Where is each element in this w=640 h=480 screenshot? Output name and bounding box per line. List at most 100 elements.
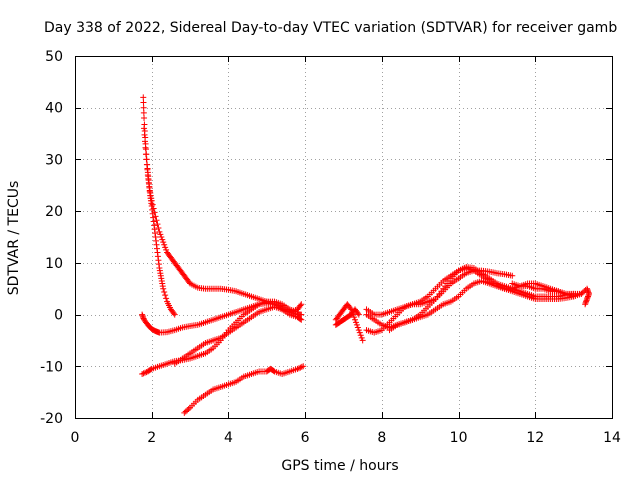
data-point [181,409,188,416]
data-point [357,332,364,339]
x-axis-label: GPS time / hours [281,458,398,474]
data-point [358,334,365,341]
data-point [154,221,161,228]
data-point [298,363,305,370]
data-point [347,305,354,312]
data-point [159,236,166,243]
data-point [149,201,156,208]
y-tick-label: 40 [45,101,63,117]
x-tick-label: 12 [526,430,544,446]
data-point [156,228,163,235]
series-track-7 [332,301,366,344]
data-point [185,405,192,412]
data-point [182,408,189,415]
data-point [140,99,147,106]
data-point [300,363,307,370]
data-point [143,156,150,163]
series-track-6 [181,363,307,416]
data-point [162,292,169,299]
data-point [152,213,159,220]
data-point [351,314,358,321]
chart-title: Day 338 of 2022, Sidereal Day-to-day VTE… [44,20,617,36]
y-tick-label: 0 [54,308,63,324]
x-tick-label: 8 [377,430,386,446]
x-tick-label: 10 [450,430,468,446]
data-point [353,321,360,328]
data-point [150,205,157,212]
data-point [162,244,169,251]
data-point [140,104,147,111]
series-track-4 [139,298,301,378]
data-point [148,197,155,204]
x-tick-label: 6 [301,430,310,446]
data-point [142,369,149,376]
data-point [157,231,164,238]
data-point [161,288,168,295]
grid [75,56,612,418]
data-point [352,319,359,326]
data-point [141,131,148,138]
y-tick-label: -20 [40,411,63,427]
y-tick-label: 50 [45,49,63,65]
data-point [354,324,361,331]
data-point [297,364,304,371]
data-point [143,161,150,168]
data-point [140,370,147,377]
data-points [139,94,592,416]
data-point [171,311,178,318]
data-point [297,302,304,309]
data-point [352,316,359,323]
data-point [355,311,362,318]
y-tick-label: 20 [45,204,63,220]
data-point [147,366,154,373]
data-point [151,209,158,216]
data-point [142,151,149,158]
data-point [294,365,301,372]
series-track-1 [140,94,178,318]
data-point [163,295,170,302]
series-track-13 [509,280,592,308]
data-point [356,329,363,336]
x-tick-label: 14 [603,430,621,446]
data-point [163,246,170,253]
data-point [582,301,589,308]
series-track-9 [363,267,516,331]
data-point [579,289,586,296]
series-track-3 [139,300,305,336]
data-point [578,290,585,297]
series-track-12 [386,277,577,334]
data-point [270,367,277,374]
data-point [295,365,302,372]
data-point [298,301,305,308]
data-point [359,337,366,344]
data-point [354,310,361,317]
y-tick-label: 30 [45,152,63,168]
x-tick-label: 0 [71,430,80,446]
data-point [140,109,147,116]
data-point [161,241,168,248]
x-tick-label: 4 [224,430,233,446]
tick-labels: 0 2 4 6 8 10 12 14 -20 -10 0 10 20 30 40 50 [40,49,621,446]
data-point [170,310,177,317]
data-point [142,138,149,145]
series-track-5 [171,301,305,367]
data-point [140,94,147,101]
data-point [160,239,167,246]
y-tick-label: 10 [45,256,63,272]
data-point [160,285,167,292]
plot-frame [75,56,613,419]
data-point [355,327,362,334]
series-track-8 [332,306,362,328]
data-point [153,217,160,224]
data-point [509,272,516,279]
y-axis-label: SDTVAR / TECUs [6,181,22,296]
data-point [298,311,305,318]
y-tick-label: -10 [40,359,63,375]
data-point [158,234,165,240]
x-tick-label: 2 [147,430,156,446]
data-point [155,224,162,231]
data-point [139,371,146,378]
data-point [298,316,305,323]
data-point [141,125,148,132]
